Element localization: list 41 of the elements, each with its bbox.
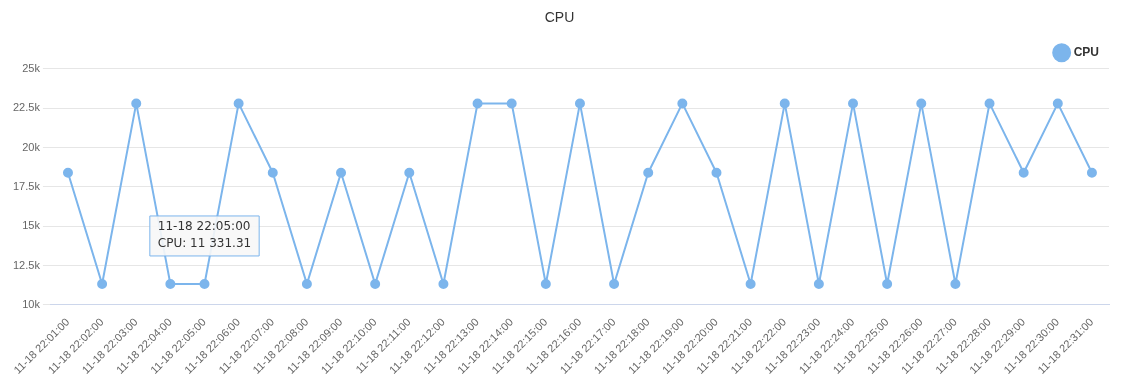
point (950, 278, 961, 289)
point (97, 278, 108, 289)
point (62, 167, 73, 178)
y-tick-label: 25k (22, 61, 41, 74)
point (779, 98, 790, 109)
y-tick-label: 20k (22, 140, 41, 153)
point (882, 278, 893, 289)
point (540, 278, 551, 289)
y-tick-label: 17.5k (12, 179, 41, 192)
y-tick-label: 12.5k (12, 258, 41, 271)
point (711, 167, 722, 178)
point (370, 278, 381, 289)
point (438, 278, 449, 289)
point (267, 167, 278, 178)
point (574, 98, 585, 109)
point (745, 278, 756, 289)
point (336, 167, 347, 178)
point (506, 98, 517, 109)
point (984, 98, 995, 109)
point (165, 278, 176, 289)
point (472, 98, 483, 109)
point (813, 278, 824, 289)
point (131, 98, 142, 109)
legend-label: CPU (1073, 45, 1100, 60)
point (1086, 167, 1097, 178)
chart-title: CPU (544, 9, 575, 26)
point (848, 98, 859, 109)
point (916, 98, 927, 109)
point (199, 278, 210, 289)
point (404, 167, 415, 178)
annotation: 11-18 22:05:00 CPU: 11 331.31 (157, 219, 252, 251)
point (233, 98, 244, 109)
y-tick-label: 22.5k (12, 101, 41, 114)
point (1018, 167, 1029, 178)
point (609, 278, 620, 289)
y-tick-label: 15k (22, 219, 41, 232)
point (643, 167, 654, 178)
point (677, 98, 688, 109)
y-tick-label: 10k (22, 297, 41, 310)
point (301, 278, 312, 289)
point (1052, 98, 1063, 109)
